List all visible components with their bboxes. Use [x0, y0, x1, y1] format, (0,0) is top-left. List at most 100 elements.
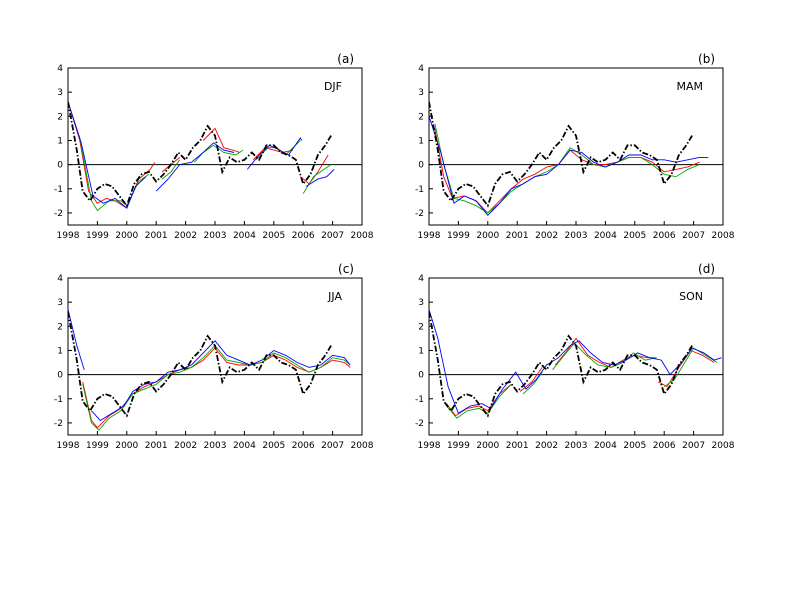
- y-tick-label: -1: [54, 185, 63, 195]
- series-line: [82, 347, 351, 429]
- series-line: [305, 169, 335, 187]
- series-line: [429, 309, 722, 414]
- series-line: [68, 101, 147, 209]
- series-line: [68, 309, 85, 370]
- x-tick-label: 2007: [321, 441, 344, 451]
- series-line: [91, 340, 351, 422]
- x-tick-label: 2008: [351, 441, 374, 451]
- x-tick-label: 1998: [418, 231, 441, 241]
- y-tick-label: 1: [57, 136, 63, 146]
- panel-0: 1998 1999 2000 2001 2002 2003 2004 2005 2006 2007…: [54, 52, 374, 241]
- y-tick-label: 0: [418, 371, 424, 381]
- x-tick-label: 2002: [174, 441, 197, 451]
- x-tick-label: 1998: [57, 231, 80, 241]
- series-line: [252, 147, 294, 161]
- x-tick-label: 2003: [204, 441, 227, 451]
- y-tick-label: -1: [415, 185, 424, 195]
- x-tick-label: 2004: [594, 231, 617, 241]
- series-line: [434, 123, 700, 214]
- y-tick-label: 2: [57, 322, 63, 332]
- x-tick-label: 2008: [712, 231, 735, 241]
- x-tick-label: 2005: [262, 441, 285, 451]
- x-tick-label: 2004: [233, 441, 256, 451]
- x-tick-label: 2001: [145, 441, 168, 451]
- x-tick-label: 1999: [447, 441, 470, 451]
- y-tick-label: 2: [418, 322, 424, 332]
- y-tick-label: 0: [57, 371, 63, 381]
- y-tick-label: 1: [57, 346, 63, 356]
- series-line: [202, 127, 241, 153]
- panel-label: (b): [698, 52, 715, 66]
- x-tick-label: 2003: [204, 231, 227, 241]
- y-tick-label: 2: [418, 112, 424, 122]
- series-line: [68, 101, 156, 209]
- x-tick-label: 2001: [506, 441, 529, 451]
- x-tick-label: 1998: [57, 441, 80, 451]
- series-line: [161, 159, 181, 180]
- panel-2: 1998 1999 2000 2001 2002 2003 2004 2005 2006 2007…: [54, 262, 374, 451]
- x-tick-label: 2001: [506, 231, 529, 241]
- series-line: [300, 154, 329, 185]
- season-label: MAM: [676, 80, 703, 93]
- y-tick-label: 0: [57, 161, 63, 171]
- panel-frame: [67, 277, 363, 436]
- season-label: DJF: [324, 80, 342, 93]
- x-tick-label: 1999: [86, 231, 109, 241]
- series-line: [68, 101, 150, 212]
- panel-label: (d): [698, 262, 715, 276]
- series-line: [552, 342, 657, 371]
- series-line: [446, 383, 512, 417]
- x-tick-label: 1999: [86, 441, 109, 451]
- y-tick-label: 4: [418, 64, 424, 74]
- y-tick-label: 0: [418, 161, 424, 171]
- y-tick-label: 3: [418, 88, 424, 98]
- y-tick-label: -1: [54, 395, 63, 405]
- x-tick-label: 2006: [653, 441, 676, 451]
- season-label: SON: [679, 290, 703, 303]
- x-tick-label: 2004: [594, 441, 617, 451]
- series-line-observed: [429, 311, 693, 418]
- x-tick-label: 1998: [418, 441, 441, 451]
- x-tick-label: 2002: [535, 441, 558, 451]
- x-tick-label: 2008: [351, 231, 374, 241]
- x-tick-label: 2004: [233, 231, 256, 241]
- panel-3: 1998 1999 2000 2001 2002 2003 2004 2005 2006 2007…: [415, 262, 735, 451]
- x-tick-label: 2008: [712, 441, 735, 451]
- x-tick-label: 2002: [535, 231, 558, 241]
- x-tick-label: 2005: [623, 231, 646, 241]
- x-tick-label: 1999: [447, 231, 470, 241]
- y-tick-label: -2: [415, 209, 424, 219]
- x-tick-label: 2006: [653, 231, 676, 241]
- x-tick-label: 2006: [292, 441, 315, 451]
- y-tick-label: 1: [418, 346, 424, 356]
- panel-1: 1998 1999 2000 2001 2002 2003 2004 2005 2006 2007…: [415, 52, 735, 241]
- y-tick-label: 3: [57, 88, 63, 98]
- x-tick-label: 2003: [565, 231, 588, 241]
- y-tick-label: 2: [57, 112, 63, 122]
- series-line: [446, 383, 512, 419]
- x-tick-label: 2002: [174, 231, 197, 241]
- series-line: [519, 367, 543, 392]
- x-tick-label: 2005: [623, 441, 646, 451]
- panel-label: (c): [338, 262, 354, 276]
- series-line-observed: [68, 101, 332, 208]
- x-tick-label: 2006: [292, 231, 315, 241]
- series-line: [522, 371, 543, 395]
- series-line-observed: [429, 101, 693, 208]
- y-tick-label: -2: [54, 419, 63, 429]
- y-tick-label: -2: [415, 419, 424, 429]
- x-tick-label: 2000: [115, 441, 138, 451]
- panel-label: (a): [337, 52, 354, 66]
- x-tick-label: 2000: [476, 441, 499, 451]
- x-tick-label: 2000: [115, 231, 138, 241]
- series-line: [155, 142, 235, 192]
- x-tick-label: 2007: [682, 441, 705, 451]
- x-tick-label: 2000: [476, 231, 499, 241]
- y-tick-label: -2: [54, 209, 63, 219]
- series-line: [82, 344, 351, 431]
- x-tick-label: 2007: [682, 231, 705, 241]
- series-line: [663, 347, 718, 388]
- y-tick-label: -1: [415, 395, 424, 405]
- y-tick-label: 3: [418, 298, 424, 308]
